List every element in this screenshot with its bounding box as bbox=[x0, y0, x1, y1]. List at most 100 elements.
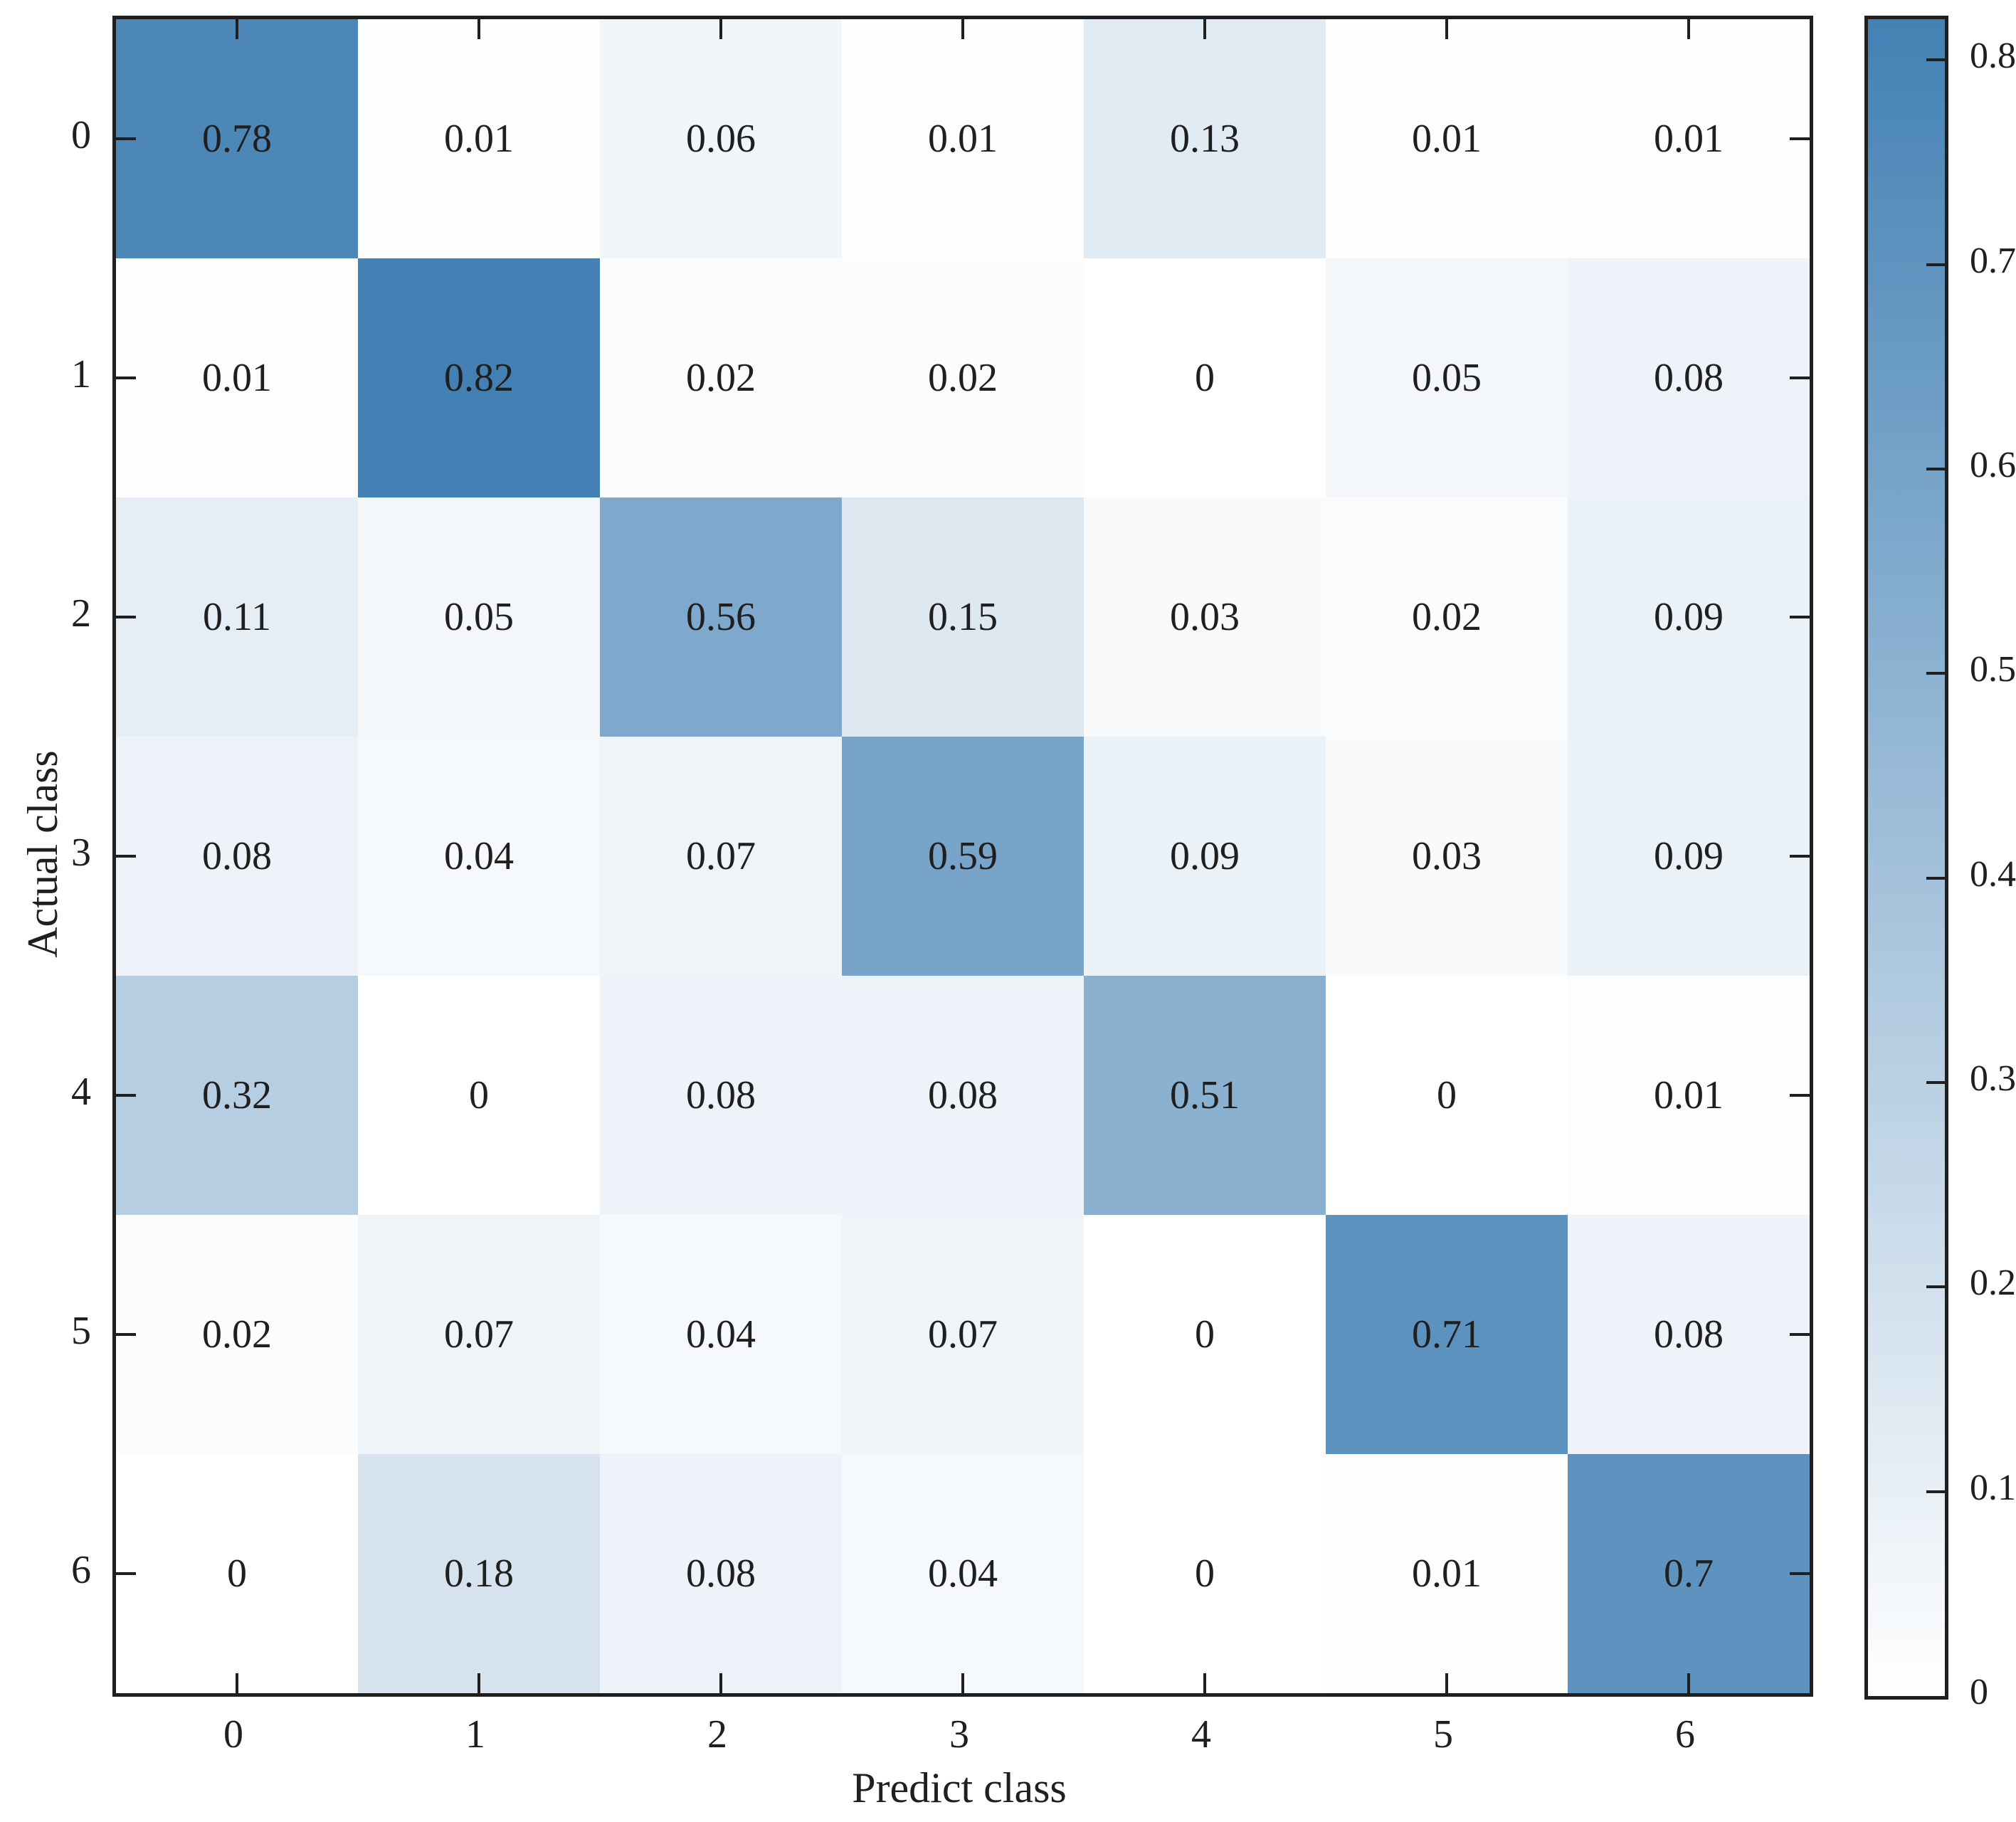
cell-value: 0.06 bbox=[686, 117, 756, 161]
cell-value: 0.02 bbox=[686, 356, 756, 400]
heatmap-cell: 0.09 bbox=[1568, 737, 1810, 976]
tick-mark bbox=[116, 137, 136, 140]
cell-value: 0.02 bbox=[1412, 595, 1482, 639]
x-tick-label: 1 bbox=[465, 1712, 485, 1757]
heatmap-cell: 0.15 bbox=[842, 497, 1084, 737]
cell-value: 0.71 bbox=[1412, 1312, 1482, 1357]
colorbar-tick-mark bbox=[1926, 672, 1945, 675]
tick-mark bbox=[719, 1673, 722, 1693]
heatmap-cell: 0 bbox=[358, 976, 600, 1215]
colorbar-tick-label: 0.2 bbox=[1970, 1263, 2016, 1303]
cell-value: 0.08 bbox=[1654, 1312, 1724, 1357]
tick-mark bbox=[116, 1333, 136, 1336]
tick-mark bbox=[1203, 19, 1206, 39]
cell-value: 0.15 bbox=[928, 595, 998, 639]
cell-value: 0 bbox=[1437, 1073, 1457, 1117]
cell-value: 0.01 bbox=[202, 356, 272, 400]
tick-mark bbox=[1790, 855, 1810, 858]
y-tick-label: 6 bbox=[71, 1548, 91, 1592]
y-tick-label: 0 bbox=[71, 113, 91, 157]
cell-value: 0.08 bbox=[202, 834, 272, 878]
tick-mark bbox=[1445, 19, 1448, 39]
y-axis-title: Actual class bbox=[19, 750, 66, 958]
heatmap-cell: 0.09 bbox=[1568, 497, 1810, 737]
heatmap-cell: 0.01 bbox=[1568, 976, 1810, 1215]
cell-value: 0.01 bbox=[928, 117, 998, 161]
heatmap-cell: 0.01 bbox=[1326, 1454, 1568, 1693]
cell-value: 0.01 bbox=[444, 117, 514, 161]
heatmap-cell: 0.07 bbox=[842, 1215, 1084, 1454]
y-tick-label: 5 bbox=[71, 1309, 91, 1353]
cell-value: 0.07 bbox=[928, 1312, 998, 1357]
heatmap-cell: 0.05 bbox=[358, 497, 600, 737]
heatmap-cell: 0.08 bbox=[842, 976, 1084, 1215]
heatmap-cell: 0.08 bbox=[116, 737, 358, 976]
x-tick-label: 5 bbox=[1433, 1712, 1453, 1757]
heatmap-cell: 0.7 bbox=[1568, 1454, 1810, 1693]
colorbar-tick-mark bbox=[1926, 877, 1945, 880]
tick-mark bbox=[961, 1673, 964, 1693]
cell-value: 0.04 bbox=[928, 1552, 998, 1596]
cell-value: 0.01 bbox=[1412, 117, 1482, 161]
x-tick-label: 4 bbox=[1191, 1712, 1211, 1757]
tick-mark bbox=[116, 855, 136, 858]
heatmap-cell: 0.03 bbox=[1326, 737, 1568, 976]
heatmap-cell: 0.01 bbox=[358, 19, 600, 258]
heatmap-cell: 0.11 bbox=[116, 497, 358, 737]
heatmap-cell: 0.04 bbox=[600, 1215, 842, 1454]
tick-mark bbox=[1790, 616, 1810, 618]
tick-mark bbox=[1445, 1673, 1448, 1693]
cell-value: 0.03 bbox=[1412, 834, 1482, 878]
x-axis-title: Predict class bbox=[852, 1764, 1067, 1811]
tick-mark bbox=[116, 1094, 136, 1097]
heatmap-cell: 0.08 bbox=[1568, 1215, 1810, 1454]
tick-mark bbox=[116, 1572, 136, 1575]
colorbar-tick-label: 0.7 bbox=[1970, 241, 2016, 281]
cell-value: 0.01 bbox=[1654, 1073, 1724, 1117]
heatmap-cell: 0.06 bbox=[600, 19, 842, 258]
heatmap-cell: 0.13 bbox=[1084, 19, 1326, 258]
colorbar bbox=[1864, 16, 1948, 1700]
heatmap-cell: 0.02 bbox=[600, 258, 842, 497]
colorbar-tick-label: 0.8 bbox=[1970, 36, 2016, 76]
cell-value: 0.02 bbox=[202, 1312, 272, 1357]
heatmap-cell: 0 bbox=[1084, 1215, 1326, 1454]
colorbar-tick-mark bbox=[1926, 1081, 1945, 1084]
cell-value: 0 bbox=[1195, 1552, 1215, 1596]
colorbar-tick-mark bbox=[1926, 1490, 1945, 1493]
colorbar-tick-label: 0.6 bbox=[1970, 445, 2016, 485]
tick-mark bbox=[961, 19, 964, 39]
colorbar-tick-label: 0.5 bbox=[1970, 649, 2016, 690]
y-tick-label: 4 bbox=[71, 1070, 91, 1114]
x-tick-label: 2 bbox=[707, 1712, 727, 1757]
heatmap-cell: 0 bbox=[1084, 1454, 1326, 1693]
heatmap-grid: 0.78 0.01 0.06 0.01 0.13 0.01 0.01 0.01 0.82 0.02… bbox=[116, 19, 1810, 1693]
tick-mark bbox=[1790, 1094, 1810, 1097]
heatmap-cell: 0.03 bbox=[1084, 497, 1326, 737]
x-tick-label: 3 bbox=[949, 1712, 969, 1757]
tick-mark bbox=[477, 1673, 480, 1693]
cell-value: 0.09 bbox=[1654, 595, 1724, 639]
cell-value: 0.08 bbox=[1654, 356, 1724, 400]
tick-mark bbox=[1790, 137, 1810, 140]
cell-value: 0.32 bbox=[202, 1073, 272, 1117]
heatmap-cell: 0.18 bbox=[358, 1454, 600, 1693]
cell-value: 0.59 bbox=[928, 834, 998, 878]
heatmap-cell: 0 bbox=[1084, 258, 1326, 497]
tick-mark bbox=[1687, 19, 1690, 39]
cell-value: 0.7 bbox=[1664, 1552, 1714, 1596]
x-tick-label: 6 bbox=[1675, 1712, 1695, 1757]
y-tick-label: 1 bbox=[71, 352, 91, 396]
tick-mark bbox=[1790, 1333, 1810, 1336]
tick-mark bbox=[1790, 376, 1810, 379]
heatmap-cell: 0.71 bbox=[1326, 1215, 1568, 1454]
tick-mark bbox=[236, 1673, 238, 1693]
heatmap-cell: 0.82 bbox=[358, 258, 600, 497]
plot-area: 0.78 0.01 0.06 0.01 0.13 0.01 0.01 0.01 0.82 0.02… bbox=[112, 16, 1813, 1697]
cell-value: 0.09 bbox=[1170, 834, 1240, 878]
heatmap-cell: 0.04 bbox=[842, 1454, 1084, 1693]
cell-value: 0.07 bbox=[686, 834, 756, 878]
cell-value: 0.18 bbox=[444, 1552, 514, 1596]
colorbar-tick-label: 0.1 bbox=[1970, 1468, 2016, 1508]
